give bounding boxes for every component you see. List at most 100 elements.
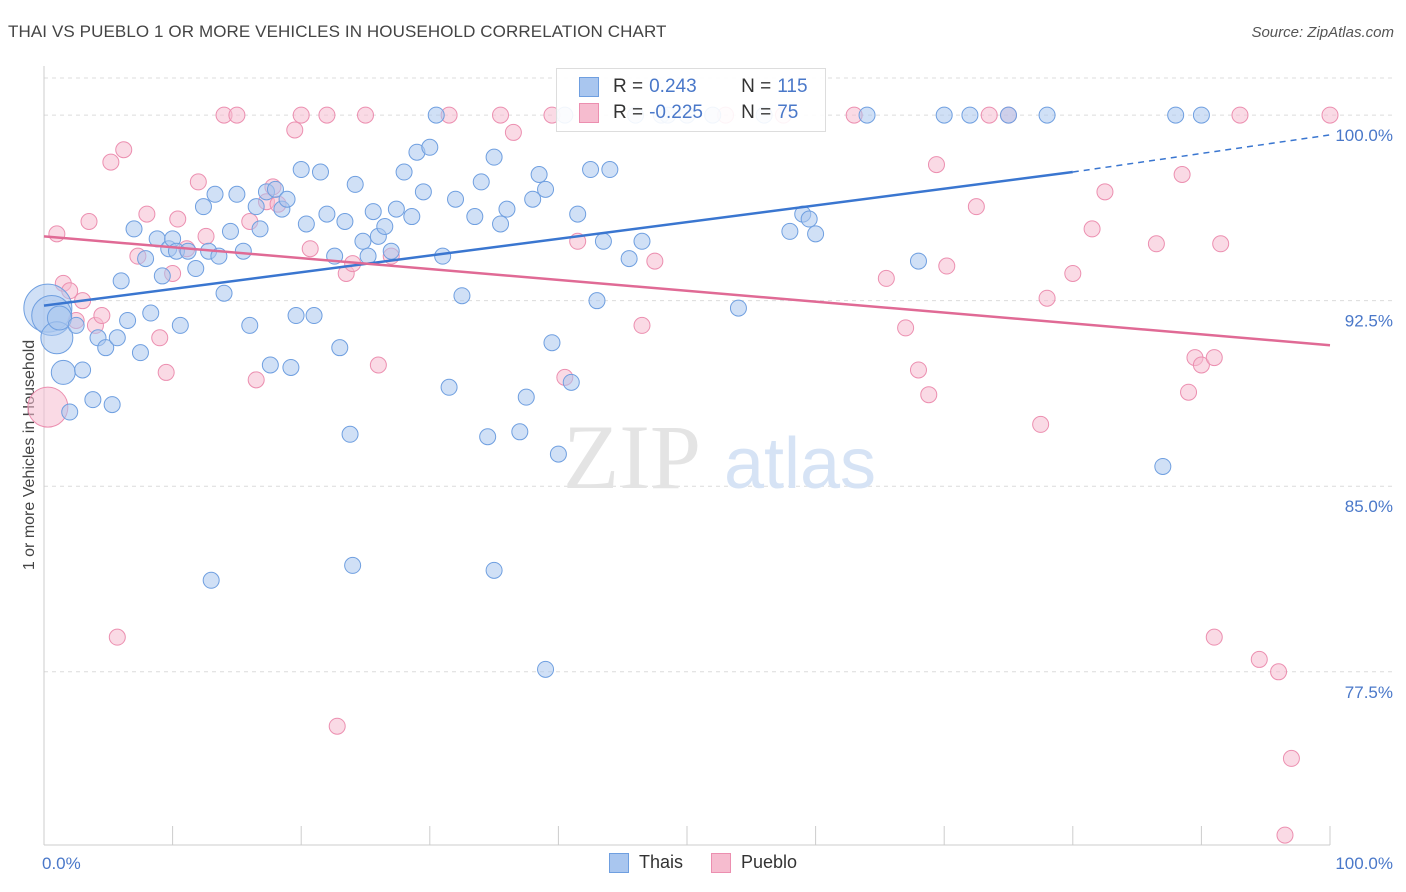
pueblo-point	[102, 153, 120, 171]
thai-point	[1154, 457, 1172, 475]
y-tick-label: 85.0%	[1345, 497, 1393, 516]
y-tick-label: 92.5%	[1345, 312, 1393, 331]
thai-point	[234, 242, 252, 260]
series-legend: Thais Pueblo	[0, 852, 1406, 873]
thai-point	[485, 148, 503, 166]
thai-point	[50, 359, 76, 385]
pueblo-point	[189, 173, 207, 191]
thai-point	[479, 428, 497, 446]
pueblo-point	[492, 106, 510, 124]
thai-point	[228, 185, 246, 203]
thai-point	[543, 334, 561, 352]
thai-point	[215, 284, 233, 302]
thai-point	[447, 190, 465, 208]
thai-point	[633, 232, 651, 250]
pueblo-point	[1276, 826, 1294, 844]
thai-points	[23, 106, 1210, 678]
thai-point	[206, 185, 224, 203]
pueblo-point	[1205, 349, 1223, 367]
thai-point	[137, 250, 155, 268]
pueblo-point	[920, 386, 938, 404]
pueblo-point	[228, 106, 246, 124]
pueblo-point	[286, 121, 304, 139]
thai-point	[67, 316, 85, 334]
thai-point	[194, 198, 212, 216]
thais-legend-label: Thais	[638, 852, 683, 872]
thai-point	[282, 358, 300, 376]
pueblo-point	[967, 198, 985, 216]
thai-point	[61, 403, 79, 421]
pueblo-point	[108, 628, 126, 646]
pueblo-legend-label: Pueblo	[740, 852, 798, 872]
legend-row-pueblo: R = -0.225 N = 75	[579, 102, 798, 124]
source-label: Source: ZipAtlas.com	[1251, 24, 1394, 41]
thai-point	[569, 205, 587, 223]
r-value: 0.243	[649, 76, 697, 97]
pueblo-point	[897, 319, 915, 337]
thai-point	[74, 361, 92, 379]
pueblo-point	[1096, 183, 1114, 201]
watermark-zip: ZIP	[563, 406, 701, 508]
pueblo-point	[197, 227, 215, 245]
pueblo-point	[927, 156, 945, 174]
thai-point	[909, 252, 927, 270]
thai-point	[562, 373, 580, 391]
tick-labels: 77.5% 85.0% 92.5% 100.0% 0.0% 100.0%	[42, 126, 1393, 873]
axes	[43, 66, 1331, 846]
thai-point	[800, 210, 818, 228]
thai-trend-line	[43, 170, 1073, 307]
thai-point	[171, 316, 189, 334]
legend-item-pueblo[interactable]: Pueblo	[710, 852, 798, 873]
chart-title: THAI VS PUEBLO 1 OR MORE VEHICLES IN HOU…	[8, 22, 667, 41]
thai-point	[382, 242, 400, 260]
thai-point	[131, 344, 149, 362]
x-tick-label: 0.0%	[42, 854, 81, 873]
thais-swatch	[579, 77, 599, 97]
r-label: R =	[613, 102, 644, 123]
thai-point	[961, 106, 979, 124]
thai-point	[202, 571, 220, 589]
thai-point	[781, 222, 799, 240]
thai-point	[376, 217, 394, 235]
trend-lines	[43, 134, 1331, 347]
thai-point	[524, 190, 542, 208]
legend-row-thais: R = 0.243 N = 115	[579, 76, 808, 98]
thai-point	[318, 205, 336, 223]
thai-point	[179, 242, 197, 260]
r-label: R =	[613, 76, 644, 97]
pueblo-point	[93, 307, 111, 325]
thai-point	[1038, 106, 1056, 124]
thai-point	[511, 423, 529, 441]
legend-item-thais[interactable]: Thais	[608, 852, 683, 873]
thai-point	[84, 391, 102, 409]
pueblo-point	[1321, 106, 1339, 124]
thai-point	[251, 220, 269, 238]
thai-point	[517, 388, 535, 406]
pueblo-point	[1083, 220, 1101, 238]
thai-point	[221, 222, 239, 240]
pueblo-point	[1173, 165, 1191, 183]
pueblo-point	[504, 123, 522, 141]
pueblo-point	[1270, 663, 1288, 681]
pueblo-point	[938, 257, 956, 275]
thai-point	[344, 556, 362, 574]
pueblo-point	[1192, 356, 1210, 374]
thai-point	[498, 200, 516, 218]
thai-point	[261, 356, 279, 374]
thai-point	[305, 307, 323, 325]
thai-point	[421, 138, 439, 156]
thai-point	[331, 339, 349, 357]
thai-point	[935, 106, 953, 124]
pueblo-trend-line	[43, 235, 1331, 347]
pueblo-point	[877, 269, 895, 287]
thai-point	[287, 307, 305, 325]
pueblo-point	[1250, 650, 1268, 668]
thai-point	[278, 190, 296, 208]
n-label: N =	[741, 76, 772, 97]
watermark-atlas: atlas	[724, 424, 876, 504]
thai-point	[97, 339, 115, 357]
thai-point	[403, 208, 421, 226]
thais-legend-swatch	[608, 852, 629, 873]
thai-point	[153, 267, 171, 285]
pueblo-swatch	[579, 103, 599, 123]
